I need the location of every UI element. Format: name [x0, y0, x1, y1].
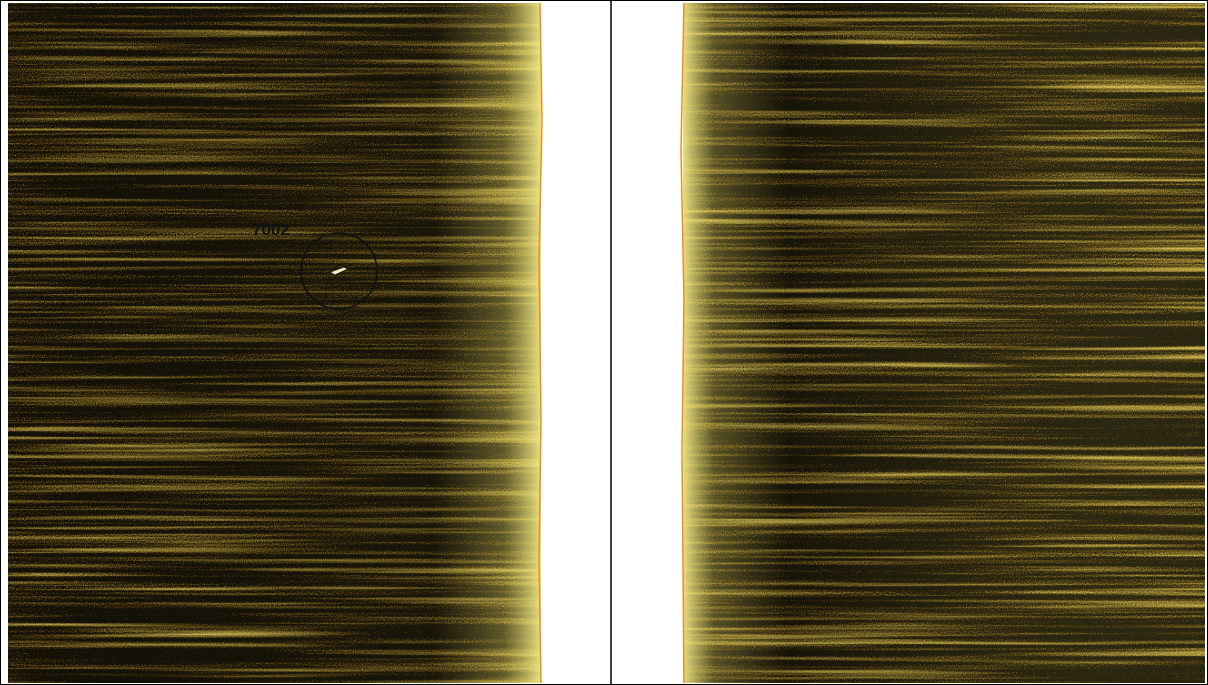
right-shading: [683, 3, 1205, 683]
left-shading: [8, 3, 541, 683]
right-channel: [681, 3, 1205, 683]
page: 7002 (() => { const data = JSON.parse(do…: [0, 0, 1208, 685]
sonar-view: 7002: [0, 0, 1208, 685]
left-channel: [8, 3, 542, 683]
target-label: 7002: [252, 220, 290, 239]
